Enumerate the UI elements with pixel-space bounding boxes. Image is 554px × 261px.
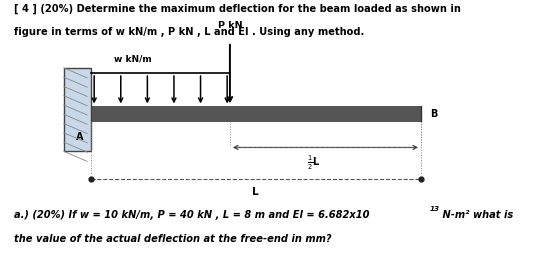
Bar [64,68,91,151]
Text: 13: 13 [430,206,440,212]
Text: P kN: P kN [218,21,242,30]
Text: figure in terms of w kN/m , P kN , L and El . Using any method.: figure in terms of w kN/m , P kN , L and… [14,27,364,37]
Text: w kN/m: w kN/m [114,55,151,64]
Text: N-m² what is: N-m² what is [439,210,514,220]
Text: the value of the actual deflection at the free-end in mm?: the value of the actual deflection at th… [14,234,331,244]
Text: a.) (20%) If w = 10 kN/m, P = 40 kN , L = 8 m and El = 6.682x10: a.) (20%) If w = 10 kN/m, P = 40 kN , L … [14,210,370,220]
Text: $\frac{1}{2}$L: $\frac{1}{2}$L [307,154,321,172]
Text: L: L [252,187,258,197]
Bar [91,106,421,121]
Text: B: B [430,109,437,118]
Text: A: A [75,132,83,142]
Text: [ 4 ] (20%) Determine the maximum deflection for the beam loaded as shown in: [ 4 ] (20%) Determine the maximum deflec… [14,4,461,14]
